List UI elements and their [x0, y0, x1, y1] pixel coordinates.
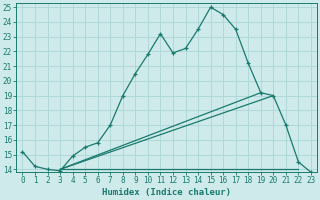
X-axis label: Humidex (Indice chaleur): Humidex (Indice chaleur): [102, 188, 231, 197]
